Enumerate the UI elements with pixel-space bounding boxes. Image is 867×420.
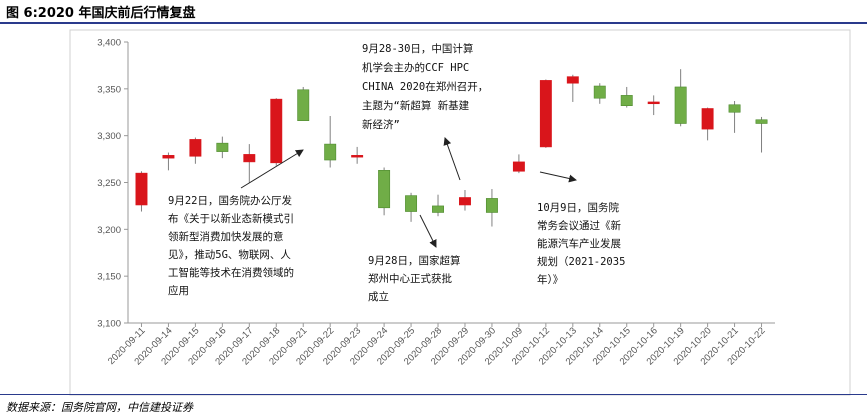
y-tick-label: 3,200 [97, 225, 121, 236]
candle-2020-10-20 [701, 107, 714, 141]
annotation-arrow-0928 [419, 214, 437, 248]
candle-2020-09-23 [351, 146, 364, 164]
candle-body [270, 98, 283, 164]
candle-body [701, 108, 714, 130]
candle-2020-09-14 [162, 152, 175, 171]
candle-2020-09-24 [378, 167, 391, 216]
candle-body [647, 101, 660, 105]
candle-body [459, 197, 471, 206]
candle-2020-10-14 [593, 83, 606, 104]
candle-2020-09-17 [243, 144, 256, 183]
candle-body [512, 161, 525, 172]
candle-2020-09-16 [216, 136, 229, 159]
annotation-arrow-0922 [240, 149, 304, 189]
annotation-1009: 10月9日，国务院 常务会议通过《新 能源汽车产业发展 规划（2021-2035… [537, 201, 632, 286]
candle-body [566, 76, 579, 84]
candle-2020-09-30 [485, 189, 498, 227]
annotation-0928-30: 9月28-30日，中国计算 机学会主办的CCF HPC CHINA 2020在郑… [362, 42, 495, 131]
candle-2020-09-11 [135, 171, 148, 212]
y-tick-label: 3,250 [97, 178, 121, 189]
candles [135, 69, 768, 227]
candle-2020-09-29 [459, 189, 471, 211]
candle-2020-09-15 [189, 137, 202, 164]
candle-2020-09-22 [324, 115, 337, 168]
y-tick-label: 3,150 [97, 272, 121, 283]
candle-2020-10-22 [755, 116, 768, 153]
candle-body [189, 139, 202, 157]
annotation-arrow-1009 [539, 171, 577, 183]
candle-body [405, 195, 418, 212]
figure-title: 图 6:2020 年国庆前后行情复盘 [6, 6, 196, 21]
candle-2020-10-09 [512, 154, 525, 174]
candle-body [755, 119, 768, 124]
candle-body [135, 172, 148, 206]
source-rule [0, 394, 867, 395]
candle-body [216, 142, 229, 152]
title-rule [0, 22, 867, 24]
candle-body [539, 80, 552, 148]
candle-2020-09-28 [432, 194, 444, 217]
candle-body [351, 155, 364, 158]
x-tick-labels: 2020-09-112020-09-142020-09-152020-09-16… [106, 323, 768, 367]
candle-body [324, 143, 337, 161]
annotation-0928: 9月28日，国家超算 郑州中心正式获批 成立 [368, 254, 467, 303]
y-tick-label: 3,400 [97, 38, 121, 49]
candle-body [243, 154, 256, 163]
candle-2020-10-15 [620, 86, 633, 108]
y-tick-label: 3,350 [97, 84, 121, 95]
plot-area-frame [69, 29, 851, 396]
candle-2020-10-19 [674, 69, 687, 127]
candle-2020-09-18 [270, 98, 283, 166]
candle-body [674, 86, 687, 124]
candle-2020-10-12 [539, 79, 552, 148]
candle-body [620, 95, 633, 106]
y-tick-label: 3,100 [97, 319, 121, 330]
candle-2020-09-21 [297, 86, 310, 121]
candle-2020-10-13 [566, 74, 579, 102]
annotation-arrow-0928-30 [443, 137, 461, 181]
candle-body [432, 205, 444, 213]
data-source-note: 数据来源：国务院官网，中信建投证券 [6, 401, 193, 414]
candle-body [297, 89, 310, 121]
candle-body [728, 104, 741, 113]
y-tick-labels: 3,100 3,150 3,200 3,250 3,300 3,350 3,400 [97, 38, 128, 330]
candle-body [162, 155, 175, 159]
candle-body [485, 198, 498, 213]
candle-2020-10-16 [647, 95, 660, 116]
y-tick-label: 3,300 [97, 131, 121, 142]
candle-body [378, 170, 391, 209]
candle-2020-09-25 [405, 192, 418, 222]
candle-2020-10-21 [728, 101, 741, 133]
annotation-0922: 9月22日，国务院办公厅发 布《关于以新业态新模式引 领新型消费加快发展的意 见… [168, 194, 300, 297]
candle-body [593, 85, 606, 99]
